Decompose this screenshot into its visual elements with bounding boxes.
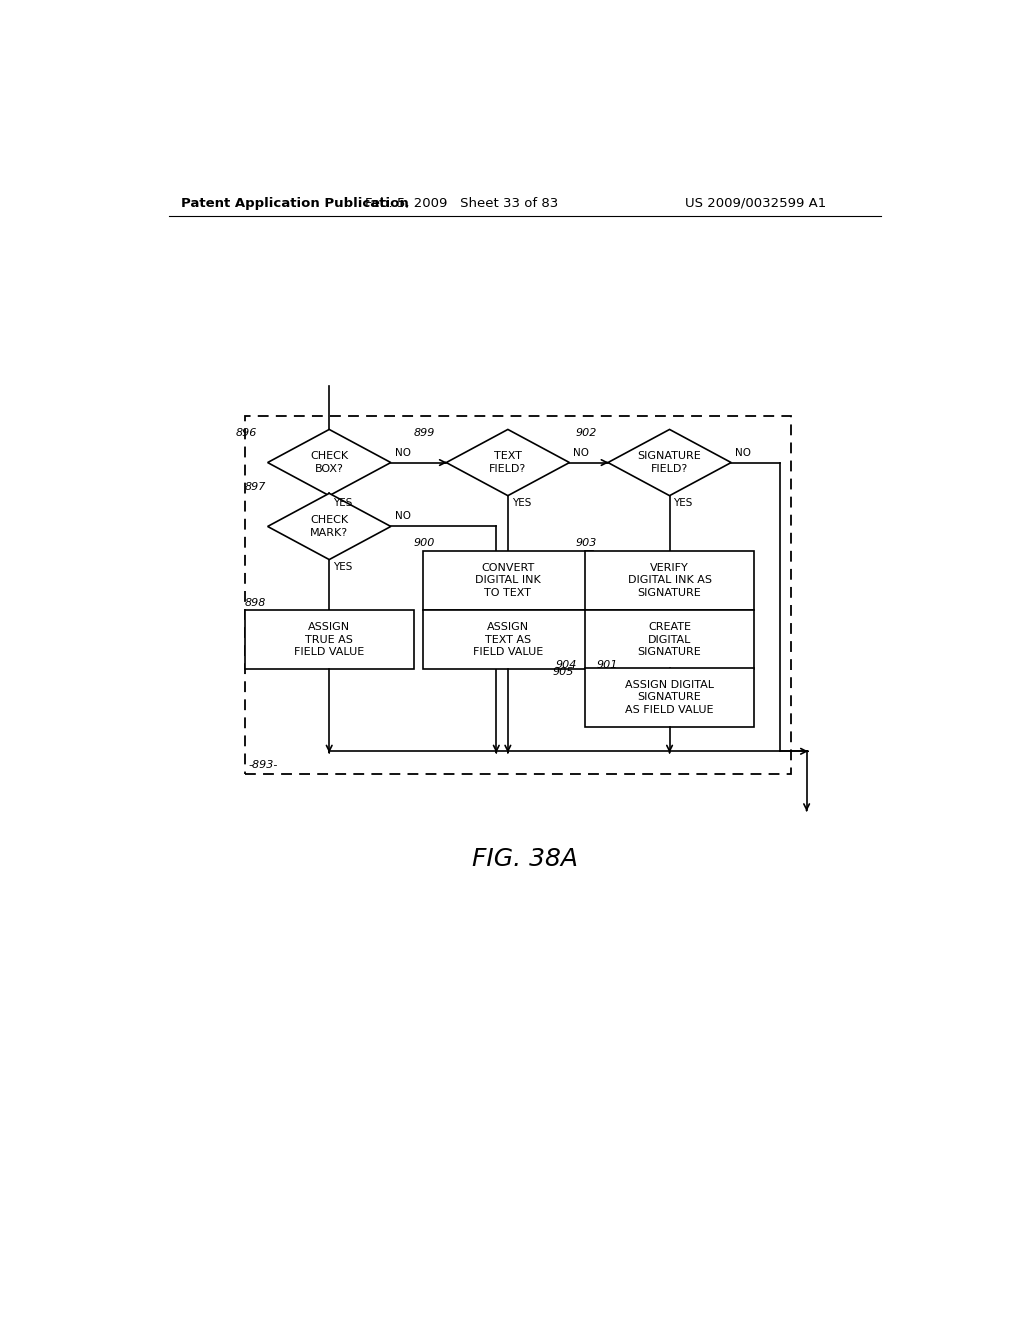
Text: NO: NO — [573, 447, 589, 458]
Text: YES: YES — [512, 499, 531, 508]
Bar — [423, 552, 593, 610]
Text: Patent Application Publication: Patent Application Publication — [180, 197, 409, 210]
Text: 901: 901 — [596, 660, 617, 671]
Polygon shape — [608, 429, 731, 496]
Text: ASSIGN
TRUE AS
FIELD VALUE: ASSIGN TRUE AS FIELD VALUE — [294, 622, 365, 657]
Text: NO: NO — [394, 447, 411, 458]
Text: NO: NO — [394, 511, 411, 521]
Text: CHECK
BOX?: CHECK BOX? — [310, 451, 348, 474]
Text: 904: 904 — [556, 660, 577, 671]
Text: 896: 896 — [236, 428, 257, 438]
Bar — [585, 668, 755, 726]
Text: VERIFY
DIGITAL INK AS
SIGNATURE: VERIFY DIGITAL INK AS SIGNATURE — [628, 562, 712, 598]
Text: YES: YES — [674, 499, 693, 508]
Text: 898: 898 — [245, 598, 266, 607]
Polygon shape — [267, 429, 391, 496]
Text: YES: YES — [333, 499, 352, 508]
Text: SIGNATURE
FIELD?: SIGNATURE FIELD? — [638, 451, 701, 474]
Polygon shape — [446, 429, 569, 496]
Text: 905: 905 — [553, 667, 573, 677]
Text: -893-: -893- — [249, 760, 278, 770]
Bar — [585, 610, 755, 669]
Text: 903: 903 — [575, 539, 597, 548]
Text: US 2009/0032599 A1: US 2009/0032599 A1 — [685, 197, 826, 210]
Bar — [245, 610, 414, 669]
Bar — [585, 552, 755, 610]
Polygon shape — [267, 494, 391, 560]
Text: FIG. 38A: FIG. 38A — [472, 847, 578, 871]
Text: YES: YES — [333, 562, 352, 573]
Text: 897: 897 — [245, 482, 266, 492]
Text: 902: 902 — [575, 428, 597, 438]
Text: ASSIGN
TEXT AS
FIELD VALUE: ASSIGN TEXT AS FIELD VALUE — [473, 622, 543, 657]
Bar — [423, 610, 593, 669]
Text: CREATE
DIGITAL
SIGNATURE: CREATE DIGITAL SIGNATURE — [638, 622, 701, 657]
Bar — [245, 416, 792, 775]
Text: ASSIGN DIGITAL
SIGNATURE
AS FIELD VALUE: ASSIGN DIGITAL SIGNATURE AS FIELD VALUE — [625, 680, 714, 715]
Text: 900: 900 — [414, 539, 435, 548]
Text: NO: NO — [735, 447, 751, 458]
Text: Feb. 5, 2009   Sheet 33 of 83: Feb. 5, 2009 Sheet 33 of 83 — [365, 197, 558, 210]
Text: 899: 899 — [414, 428, 435, 438]
Text: TEXT
FIELD?: TEXT FIELD? — [489, 451, 526, 474]
Text: CHECK
MARK?: CHECK MARK? — [310, 515, 348, 537]
Text: CONVERT
DIGITAL INK
TO TEXT: CONVERT DIGITAL INK TO TEXT — [475, 562, 541, 598]
